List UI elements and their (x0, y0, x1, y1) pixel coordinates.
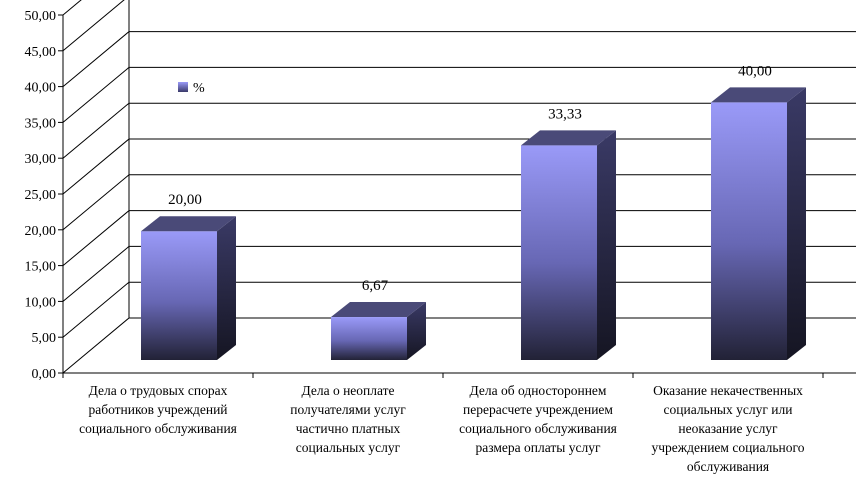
category-label: Дела об одностороннем перерасчете учрежде… (459, 383, 617, 455)
gridline-depth (62, 174, 130, 231)
category-labels: Дела о трудовых спорах работников учрежде… (79, 383, 805, 474)
y-tick-labels: 0,00 5,00 10,00 15,00 20,00 25,00 30,00 35,00 40… (25, 9, 57, 382)
category-label-line: обслуживания (687, 459, 769, 474)
bar-top (331, 302, 426, 318)
gridline-depth (62, 0, 125, 52)
gridline-depth (62, 281, 130, 338)
y-tick-label: 0,00 (32, 367, 57, 382)
gridline-depth (62, 0, 82, 16)
category-label-line: перерасчете учреждением (463, 402, 613, 417)
value-label: 6,67 (362, 278, 389, 294)
category-label-line: социальных услуг (296, 440, 401, 455)
category-label: Дела о неоплате получателями услуг частичн… (290, 383, 406, 455)
gridline-depth (62, 31, 130, 87)
y-tick-label: 45,00 (25, 45, 57, 60)
legend-swatch (178, 82, 188, 92)
category-label-line: частично платных (296, 421, 401, 436)
category-label: Оказание некачественных социальных услуг … (652, 383, 805, 474)
category-label-line: получателями услуг (290, 402, 406, 417)
bar-top (141, 216, 236, 232)
y-tick-label: 40,00 (25, 81, 57, 96)
value-label: 20,00 (168, 192, 202, 208)
value-label: 33,33 (548, 106, 582, 122)
y-tick-label: 15,00 (25, 260, 57, 275)
y-tick-label: 35,00 (25, 116, 57, 131)
gridline-depth (62, 138, 130, 195)
category-label-line: социального обслуживания (459, 421, 617, 436)
bar (711, 87, 806, 361)
y-tick-label: 25,00 (25, 188, 57, 203)
category-label-line: неоказание услуг (678, 421, 778, 436)
bar (521, 130, 616, 360)
y-tick-label: 30,00 (25, 152, 57, 167)
y-tick-label: 5,00 (32, 331, 57, 346)
bar-front (711, 102, 787, 361)
category-label-line: Дела об одностороннем (470, 383, 607, 398)
bar-side (407, 302, 426, 360)
y-axis-top (63, 0, 129, 15)
y-tick-label: 10,00 (25, 295, 57, 310)
bar-front (331, 317, 407, 360)
category-label-line: социальных услуг или (664, 402, 793, 417)
bar (331, 302, 426, 360)
bar-side (787, 87, 806, 361)
gridline-depth (62, 102, 130, 159)
category-label-line: размера оплаты услуг (475, 440, 600, 455)
legend: % (178, 81, 205, 96)
bar-side (597, 130, 616, 360)
bar-top (711, 87, 806, 103)
y-tick-label: 20,00 (25, 224, 57, 239)
bar (141, 216, 236, 360)
value-label: 40,00 (738, 63, 772, 79)
bar-front (141, 231, 217, 360)
value-labels: 20,00 6,67 33,33 40,00 (168, 63, 772, 294)
category-label-line: Дела о неоплате (301, 383, 394, 398)
category-label: Дела о трудовых спорах работников учрежде… (79, 383, 237, 436)
category-label-line: учреждением социального (652, 440, 805, 455)
category-label-line: Дела о трудовых спорах (89, 383, 228, 398)
gridline-depth (62, 67, 130, 123)
y-tick-label: 50,00 (25, 9, 57, 24)
category-label-line: работников учреждений (88, 402, 227, 417)
category-label-line: социального обслуживания (79, 421, 237, 436)
gridline-depth (62, 210, 130, 266)
bars (141, 87, 806, 361)
legend-label: % (193, 81, 205, 96)
bar-top (521, 130, 616, 146)
category-label-line: Оказание некачественных (653, 383, 803, 398)
gridline-depth (62, 317, 130, 374)
gridline-depth (62, 246, 130, 302)
bar-side (217, 216, 236, 360)
axes (58, 0, 856, 378)
bar-front (521, 145, 597, 360)
